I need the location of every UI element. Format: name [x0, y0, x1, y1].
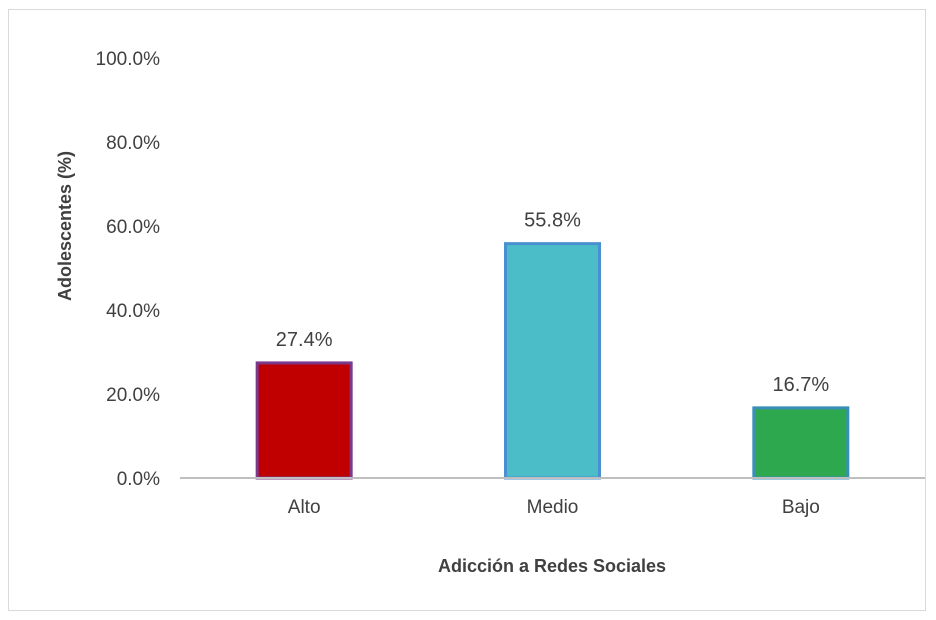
data-label-bajo: 16.7% [772, 374, 829, 396]
bar-alto [255, 361, 353, 480]
data-label-medio: 55.8% [524, 210, 581, 232]
bar-medio [504, 242, 601, 480]
bars [255, 242, 850, 480]
x-tick-label-bajo: Bajo [782, 497, 820, 518]
y-tick-label: 20.0% [106, 385, 160, 406]
chart-frame [8, 9, 926, 611]
y-tick-label: 0.0% [117, 469, 160, 490]
y-tick-label: 100.0% [96, 49, 161, 70]
bar-bajo [752, 406, 850, 480]
x-axis-title: Adicción a Redes Sociales [438, 556, 666, 576]
y-axis-title: Adolescentes (%) [55, 151, 75, 301]
y-tick-label: 40.0% [106, 301, 160, 322]
data-labels: 27.4% 55.8% 16.7% [276, 210, 830, 396]
x-tick-label-medio: Medio [527, 497, 579, 518]
x-axis-ticks: Alto Medio Bajo [288, 497, 820, 518]
data-label-alto: 27.4% [276, 329, 333, 351]
y-axis-ticks: 0.0% 20.0% 40.0% 60.0% 80.0% 100.0% [96, 49, 161, 490]
y-tick-label: 60.0% [106, 217, 160, 238]
y-tick-label: 80.0% [106, 133, 160, 154]
x-tick-label-alto: Alto [288, 497, 321, 518]
